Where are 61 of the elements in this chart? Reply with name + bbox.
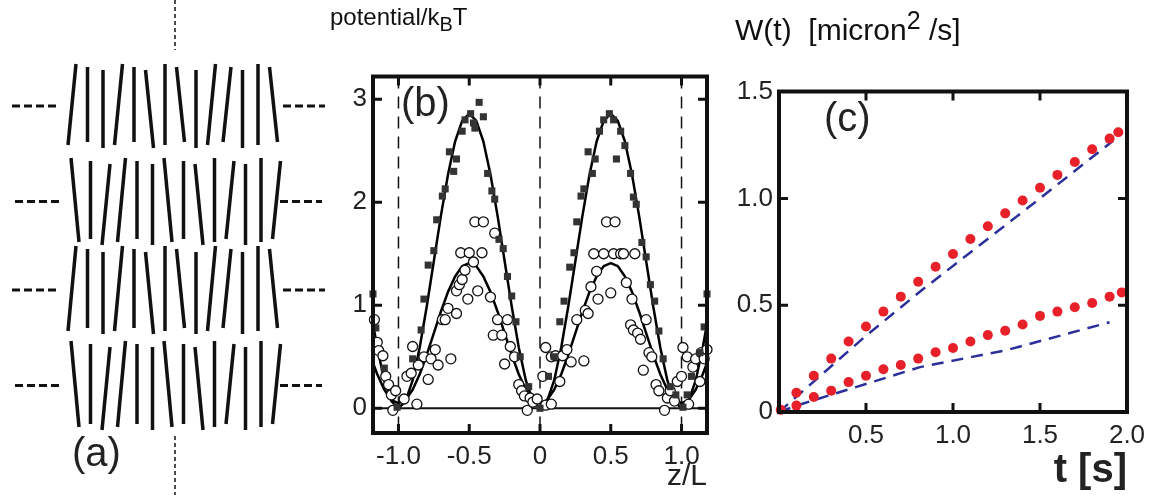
y-tick-label: 0.5 (736, 288, 773, 319)
y-tick-label: 1 (352, 288, 367, 319)
point (826, 385, 837, 396)
x-tick-label: -1.0 (376, 439, 421, 470)
point (1017, 319, 1028, 330)
point (982, 221, 993, 232)
text: (a) (72, 430, 121, 475)
point (913, 353, 924, 364)
point (965, 233, 976, 244)
point (1069, 302, 1080, 313)
y-tick-label: 0 (758, 395, 773, 426)
point (861, 370, 871, 381)
point (808, 370, 819, 381)
point (843, 336, 854, 347)
point (982, 330, 993, 341)
x-tick-label: -0.5 (446, 439, 492, 470)
x-tick-label: 2.0 (1108, 418, 1146, 449)
point (1052, 169, 1063, 180)
y-tick-label: 1.0 (736, 181, 773, 212)
point (1052, 306, 1063, 317)
point (895, 291, 906, 302)
point (913, 276, 924, 287)
point (791, 400, 802, 411)
x-axis-title: t [s] (1053, 446, 1127, 491)
point (1017, 195, 1028, 206)
y-tick-label: 0 (352, 391, 367, 422)
point (930, 347, 941, 358)
point (948, 248, 958, 259)
point (895, 360, 906, 371)
x-tick-label: 1.5 (1021, 418, 1059, 449)
point (861, 321, 871, 332)
point (826, 353, 837, 364)
point (1069, 157, 1080, 168)
point (965, 336, 976, 347)
point (1000, 208, 1011, 219)
x-tick-label: 0.5 (847, 418, 885, 449)
point (948, 342, 958, 353)
point (1035, 182, 1045, 193)
y-tick-label: 1.5 (736, 74, 773, 105)
point (878, 306, 889, 317)
point (791, 387, 802, 398)
point (1104, 291, 1115, 302)
x-tick-label: 0.5 (592, 439, 629, 470)
y-axis-title: potential/k$_{B}$T (330, 3, 468, 35)
annotation: (b) (401, 79, 450, 124)
point (1113, 127, 1124, 138)
x-tick-label: 1.0 (934, 418, 972, 449)
point (878, 364, 889, 375)
y-axis-title: W(t) [micron$^{2}$ /s] (735, 6, 961, 46)
point (1087, 144, 1098, 155)
point (930, 261, 941, 272)
point (808, 392, 819, 403)
annotation: (c) (824, 94, 871, 139)
point (1104, 133, 1115, 144)
y-tick-label: 3 (352, 82, 367, 113)
point (1000, 325, 1011, 336)
point (1087, 298, 1098, 309)
y-tick-label: 2 (352, 185, 367, 216)
point (843, 377, 854, 388)
x-tick-label: 0 (532, 439, 548, 470)
point (1035, 310, 1045, 321)
